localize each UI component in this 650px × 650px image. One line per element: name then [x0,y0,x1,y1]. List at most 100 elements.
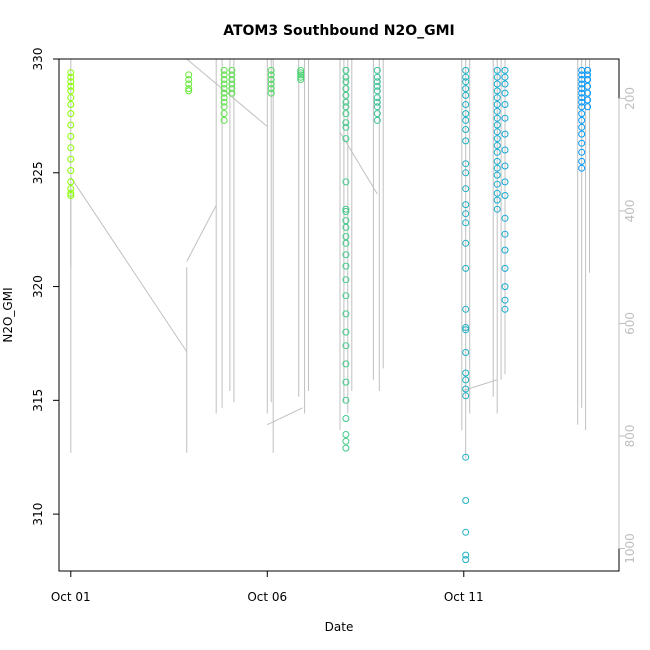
data-point [462,137,470,145]
data-point [342,91,350,99]
data-point [501,246,509,254]
data-point [67,82,75,90]
data-point [501,178,509,186]
data-point [462,369,470,377]
data-point [67,121,75,129]
data-point [342,135,350,143]
y-tick-label: 315 [31,389,45,412]
data-point [493,205,501,213]
data-point [493,142,501,149]
data-point [67,167,75,174]
data-point [493,94,501,102]
data-point [220,66,228,74]
y2-tick-label: 1000 [623,533,637,564]
data-point [67,110,75,118]
data-point [228,85,236,93]
data-point [67,132,75,140]
data-point [220,71,228,79]
data-point [342,437,350,445]
data-point [267,71,275,79]
data-point [342,396,350,404]
x-axis-label: Date [325,620,354,634]
data-point [493,148,501,156]
data-point [373,94,381,102]
data-point [462,101,470,108]
data-point [501,162,509,170]
data-point [297,66,305,74]
data-point [493,189,501,197]
data-point [462,556,470,564]
data-point [462,219,470,227]
data-point [493,107,501,115]
data-point [342,103,350,111]
data-point [462,264,470,272]
y2-tick-label: 400 [623,199,637,222]
data-point [578,123,586,131]
data-point [342,262,350,270]
x-axis: Oct 01 Oct 06 Oct 11 [51,570,484,604]
data-point [462,66,470,74]
data-point [342,98,350,106]
data-point [185,80,193,88]
y-tick-label: 325 [31,161,45,184]
data-point [493,180,501,188]
data-point [342,292,350,300]
data-point [501,283,509,291]
x-tick-label: Oct 01 [51,590,91,604]
data-point [342,85,350,93]
data-point [462,326,470,334]
data-point [342,360,350,368]
data-point [493,157,501,165]
y2-tick-label: 800 [623,425,637,448]
data-point [373,98,381,106]
pressure-lines-layer [70,58,590,459]
data-point [267,89,275,97]
data-point [501,73,509,81]
data-point [342,328,350,336]
data-point [185,71,193,79]
data-point [501,101,509,108]
data-point [220,103,228,111]
data-point [493,128,501,136]
data-point [228,66,236,74]
data-point [578,116,586,124]
data-point [67,73,75,81]
pressure-line [339,131,378,195]
data-point [220,94,228,102]
data-point [220,116,228,124]
data-point [578,148,586,156]
data-point [342,123,350,131]
data-point [267,76,275,83]
data-point [228,80,236,88]
data-point [220,98,228,106]
data-point [267,85,275,93]
data-point [578,110,586,118]
data-point [462,376,470,384]
data-point [185,85,193,93]
data-point [462,349,470,356]
data-point [462,185,470,193]
y2-tick-label: 200 [623,87,637,110]
data-point [578,164,586,172]
chart-title: ATOM3 Southbound N2O_GMI [223,23,455,39]
data-point [501,146,509,154]
pressure-line [267,407,303,426]
data-point [342,233,350,240]
data-point [501,89,509,97]
data-point [373,78,381,86]
data-point [501,305,509,313]
data-point [185,87,193,95]
data-point [584,82,592,90]
data-point [462,210,470,218]
data-point [462,201,470,209]
data-point [185,76,193,83]
data-point [462,160,470,168]
data-point [67,185,75,193]
data-point [462,528,470,536]
data-point [342,415,350,422]
y-axis-label: N2O_GMI [1,287,15,342]
data-point [578,85,586,93]
data-point [342,205,350,213]
data-point [342,66,350,74]
data-point [462,551,470,559]
